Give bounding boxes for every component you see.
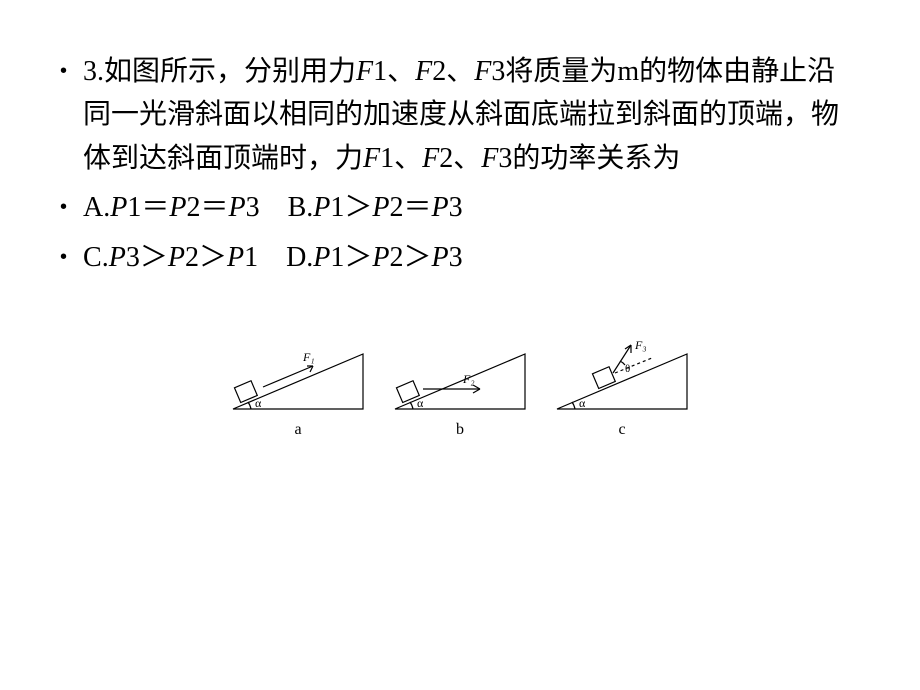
force-label-c: F₃ [634, 339, 647, 352]
bullet: • [60, 246, 67, 269]
option-c: C.P3＞P2＞P1 [83, 236, 258, 279]
figure-b: α F₂ b [385, 339, 535, 439]
figure-b-caption: b [385, 421, 535, 439]
figure-a: α F₁ a [223, 339, 373, 439]
option-a: A.P1＝P2＝P3 [83, 186, 260, 229]
figure-a-caption: a [223, 421, 373, 439]
option-b: B.P1＞P2＝P3 [288, 186, 463, 229]
figure-c-caption: c [547, 421, 697, 439]
figures-row: α F₁ a α F₂ b [60, 339, 860, 439]
force-label-a: F₁ [302, 350, 315, 364]
figure-c: α θ F₃ c [547, 339, 697, 439]
option-d: D.P1＞P2＞P3 [286, 236, 463, 279]
bullet: • [60, 196, 67, 219]
force-label-b: F₂ [462, 372, 475, 386]
options-row-1: • A.P1＝P2＝P3 B.P1＞P2＝P3 [60, 186, 860, 229]
options-row-2: • C.P3＞P2＞P1 D.P1＞P2＞P3 [60, 236, 860, 279]
question-line: • 3.如图所示，分别用力F1、F2、F3将质量为m的物体由静止沿同一光滑斜面以… [60, 50, 860, 180]
bullet: • [60, 60, 67, 83]
alpha-label: α [255, 396, 262, 410]
alpha-label: α [579, 396, 586, 410]
theta-label: θ [625, 363, 630, 375]
question-text: 3.如图所示，分别用力F1、F2、F3将质量为m的物体由静止沿同一光滑斜面以相同… [83, 50, 860, 180]
alpha-label: α [417, 396, 424, 410]
